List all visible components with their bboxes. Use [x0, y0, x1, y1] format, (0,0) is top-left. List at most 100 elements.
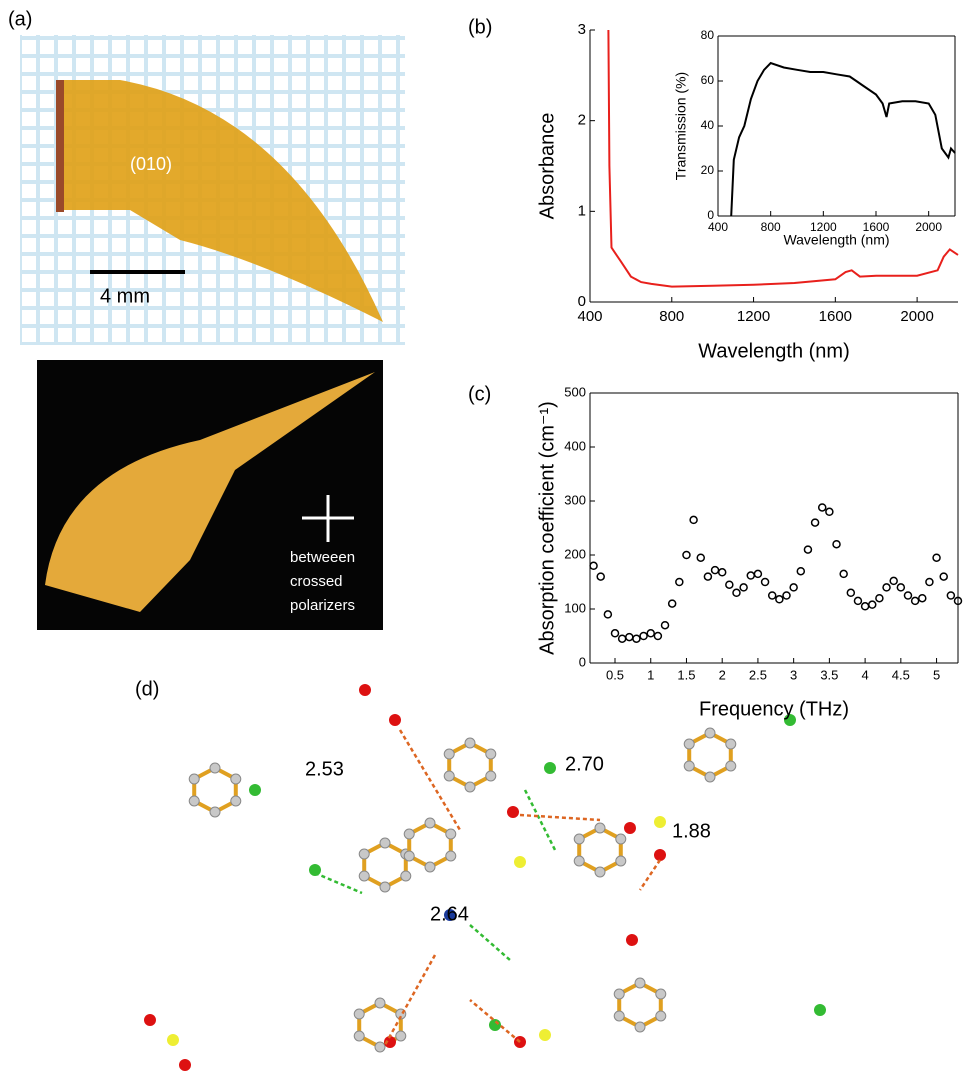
- x-tick-label: 1200: [810, 220, 837, 234]
- x-tick-label: 2000: [900, 308, 933, 325]
- atom: [444, 909, 456, 921]
- distance-label: 1.88: [672, 820, 711, 842]
- data-point: [767, 591, 777, 600]
- x-tick-label: 3: [790, 667, 797, 682]
- crystal: [58, 80, 383, 322]
- atom: [704, 771, 716, 783]
- atom: [389, 714, 401, 726]
- x-axis-label: Wavelength (nm): [783, 232, 889, 248]
- atom: [594, 866, 606, 878]
- panel-label: (b): [468, 16, 492, 38]
- data-point: [596, 572, 605, 581]
- atom: [359, 684, 371, 696]
- polarizer-arrows: [302, 495, 354, 542]
- atom: [624, 822, 636, 834]
- data-point: [889, 576, 898, 586]
- data-point: [646, 629, 655, 638]
- atom: [230, 795, 242, 807]
- data-point: [846, 588, 856, 598]
- data-point: [617, 634, 627, 643]
- atom: [613, 988, 625, 1000]
- contact: [523, 789, 557, 851]
- data-point: [653, 631, 663, 641]
- y-tick-label: 20: [701, 163, 715, 177]
- data-point: [903, 591, 913, 600]
- distance-label: 2.70: [565, 753, 604, 775]
- atom: [230, 773, 242, 785]
- ring-bond: [362, 840, 408, 890]
- x-tick-label: 0.5: [606, 667, 624, 682]
- data-point: [725, 580, 734, 589]
- atom: [144, 1014, 156, 1026]
- atom: [814, 1004, 826, 1016]
- note-line: betweeen: [290, 549, 355, 566]
- data-point: [782, 591, 791, 600]
- data-point: [625, 632, 634, 642]
- data-point: [639, 631, 648, 641]
- atom: [784, 714, 796, 726]
- atom: [683, 760, 695, 772]
- ring-bond: [407, 820, 453, 870]
- data-point: [832, 539, 841, 549]
- y-tick-label: 0: [707, 208, 714, 222]
- y-tick-label: 500: [564, 384, 586, 399]
- atom: [353, 1030, 365, 1042]
- x-tick-label: 2000: [915, 220, 942, 234]
- atom: [573, 855, 585, 867]
- atom: [395, 1030, 407, 1042]
- y-tick-label: 0: [578, 293, 586, 310]
- crystal-polarized: [45, 372, 375, 612]
- x-tick-label: 1600: [863, 220, 890, 234]
- atom: [374, 997, 386, 1009]
- x-tick-label: 4.5: [892, 667, 910, 682]
- data-point: [675, 577, 684, 587]
- y-tick-label: 100: [564, 600, 586, 615]
- y-tick-label: 40: [701, 118, 715, 132]
- data-point: [667, 599, 677, 608]
- contact: [314, 871, 363, 895]
- data-point: [868, 600, 877, 609]
- data-point: [803, 545, 813, 554]
- atom: [704, 727, 716, 739]
- atom: [443, 748, 455, 760]
- atom: [655, 988, 667, 1000]
- contact: [519, 813, 601, 822]
- atom: [485, 770, 497, 782]
- y-tick-label: 2: [578, 112, 586, 129]
- note-line: polarizers: [290, 597, 355, 614]
- atom: [445, 850, 457, 862]
- atom: [379, 881, 391, 893]
- data-point: [796, 566, 806, 576]
- x-tick-label: 5: [933, 667, 940, 682]
- contact: [398, 729, 462, 831]
- atom: [485, 748, 497, 760]
- x-tick-label: 4: [861, 667, 868, 682]
- data-point: [717, 568, 727, 577]
- inset-bg: [718, 36, 955, 216]
- contact: [469, 999, 521, 1043]
- atom: [400, 870, 412, 882]
- x-tick-label: 1200: [737, 308, 770, 325]
- data-line: [607, 29, 959, 288]
- ring-bond: [687, 730, 733, 780]
- distance-label: 2.53: [305, 758, 344, 780]
- data-point: [953, 596, 963, 606]
- atom: [358, 870, 370, 882]
- data-point: [817, 503, 827, 512]
- atom: [464, 737, 476, 749]
- y-tick-label: 0: [579, 654, 586, 669]
- y-axis-label: Absorbance: [536, 113, 558, 220]
- atom: [683, 738, 695, 750]
- atom: [655, 1010, 667, 1022]
- atom: [384, 1036, 396, 1048]
- x-axis-label: Frequency (THz): [699, 698, 849, 720]
- data-point: [775, 595, 784, 604]
- contact: [638, 859, 662, 891]
- atom: [654, 816, 666, 828]
- scale-label: 4 mm: [100, 285, 150, 307]
- x-tick-label: 400: [708, 220, 728, 234]
- atom: [445, 828, 457, 840]
- data-point: [882, 583, 891, 592]
- atom: [179, 1059, 191, 1071]
- data-point: [746, 571, 756, 580]
